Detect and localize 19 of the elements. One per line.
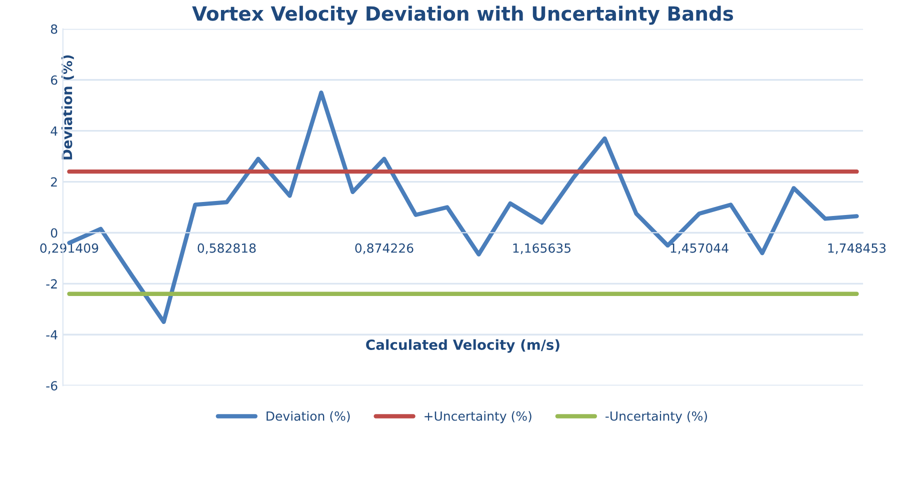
legend-label: -Uncertainty (%) — [606, 411, 707, 424]
x-tick-label: 0,582818 — [198, 243, 256, 254]
y-tick-label: 8 — [50, 24, 58, 34]
y-tick-label: 4 — [50, 126, 58, 136]
x-axis-title: Calculated Velocity (m/s) — [366, 339, 560, 353]
y-tick-label: -4 — [46, 330, 58, 340]
x-tick-label: 1,748453 — [828, 243, 886, 254]
x-tick-label: 0,291409 — [40, 243, 98, 254]
x-tick-label: 1,457044 — [670, 243, 728, 254]
y-tick-label: -6 — [46, 381, 58, 391]
legend-label: Deviation (%) — [266, 411, 350, 422]
x-tick-label: 1,165635 — [513, 243, 570, 254]
legend-label: +Uncertainty (%) — [424, 411, 532, 424]
y-tick-label: -2 — [46, 279, 57, 288]
x-tick-label: 0,874226 — [355, 243, 414, 254]
y-tick-label: 6 — [50, 75, 58, 85]
y-tick-label: 0 — [50, 228, 58, 238]
y-tick-label: 2 — [51, 177, 57, 187]
chart-title: Vortex Velocity Deviation with Uncertainty Bands — [192, 6, 734, 25]
